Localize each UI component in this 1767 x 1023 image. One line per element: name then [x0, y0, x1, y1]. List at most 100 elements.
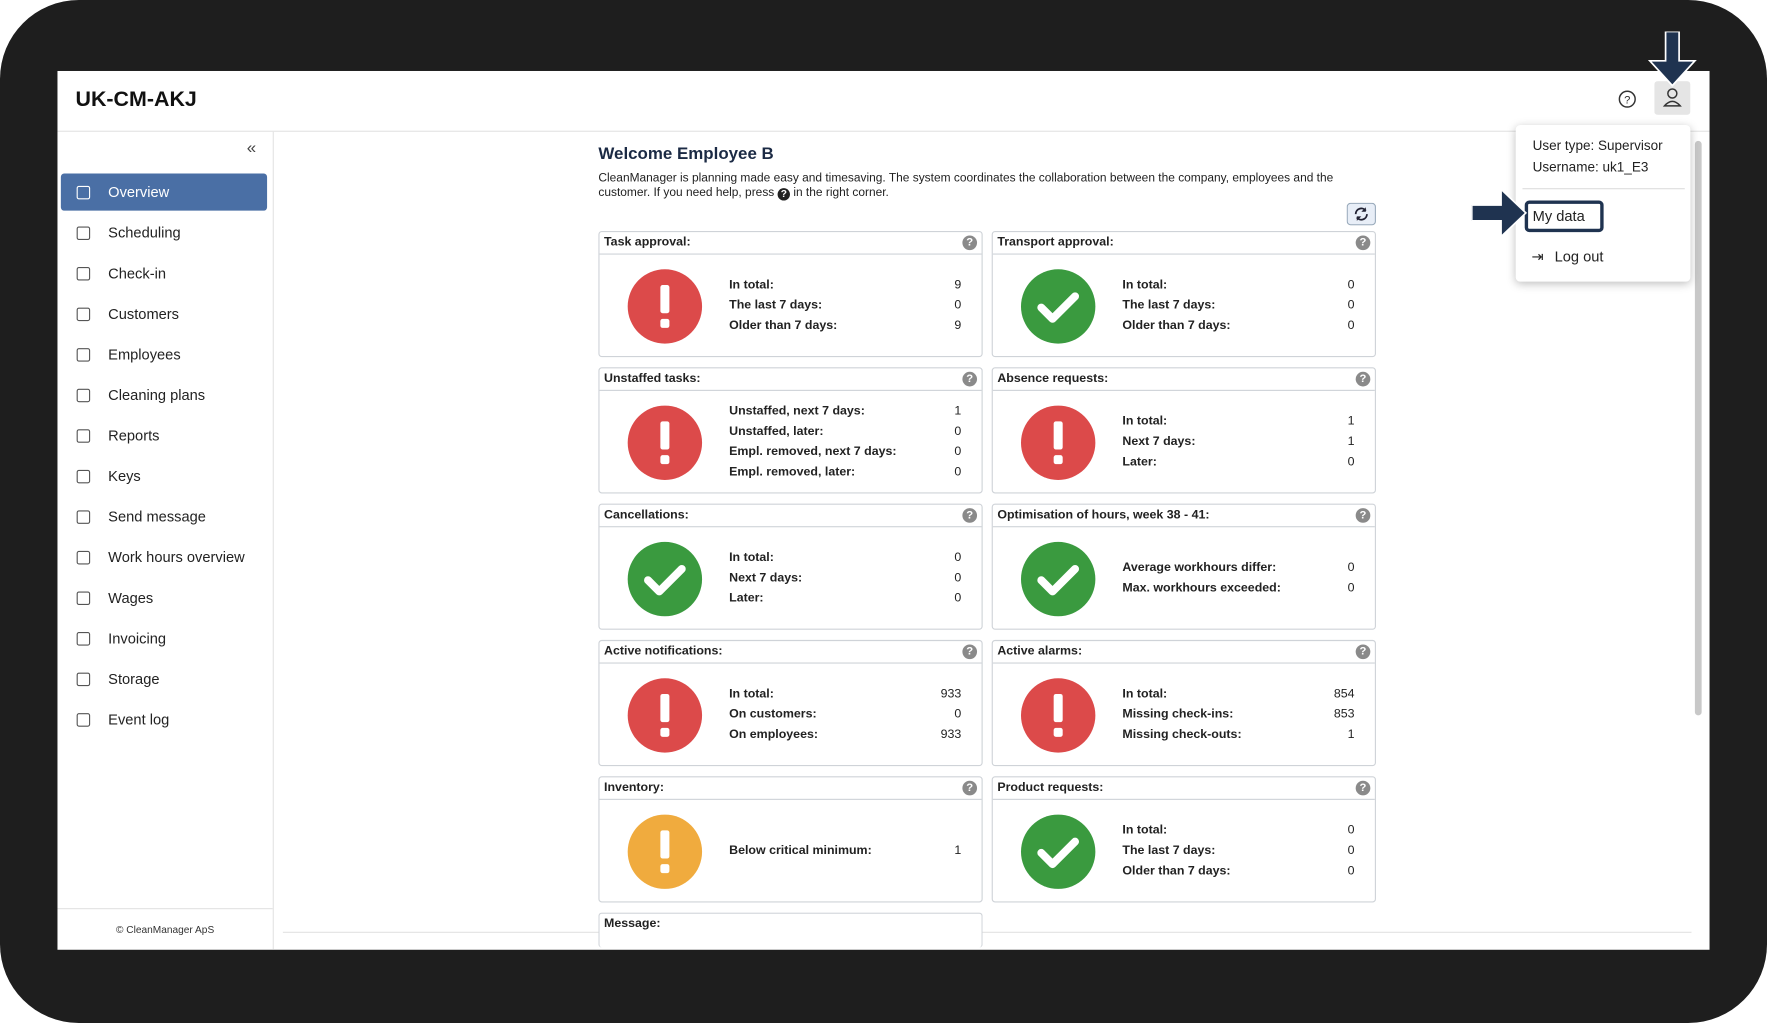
status-card: Active notifications:? In total: 933 On cus… — [598, 639, 983, 767]
nav-item[interactable]: Keys — [61, 457, 267, 494]
nav-icon — [76, 469, 91, 484]
log-out-link[interactable]: ⇥ Log out — [1531, 247, 1604, 265]
annotation-arrow — [1471, 187, 1528, 239]
stat-value: 0 — [1347, 843, 1355, 858]
stat-value: 0 — [1347, 318, 1355, 333]
status-card: Active alarms:? In total: 854 Missing check… — [991, 639, 1376, 767]
nav-label: Work hours overview — [108, 548, 245, 566]
help-icon[interactable]: ? — [1355, 371, 1371, 387]
nav-item[interactable]: Cleaning plans — [61, 376, 267, 413]
stat-row: Empl. removed, later: 0 — [729, 462, 961, 482]
nav-icon — [76, 226, 91, 240]
stat-row: Next 7 days: 0 — [729, 568, 961, 588]
nav-label: Check-in — [108, 264, 166, 282]
intro-text: in the right corner. — [793, 185, 889, 200]
card-title: Inventory: — [599, 777, 982, 800]
status-card: Task approval:? In total: 9 The last 7 days… — [598, 230, 983, 358]
status-icon — [1020, 678, 1096, 753]
nav-label: Employees — [108, 345, 181, 363]
refresh-button[interactable] — [1346, 202, 1376, 226]
nav-icon — [76, 632, 91, 646]
nav-item[interactable]: Event log — [61, 701, 267, 738]
stat-label: In total: — [729, 687, 774, 701]
stat-value: 0 — [954, 465, 962, 479]
stat-value: 853 — [1333, 707, 1355, 722]
status-icon — [627, 405, 703, 480]
nav-icon — [76, 388, 91, 403]
nav-icon — [76, 267, 91, 281]
divider — [1522, 188, 1685, 190]
status-icon — [627, 541, 703, 617]
nav-item[interactable]: Wages — [61, 579, 267, 616]
stat-value: 0 — [954, 445, 962, 459]
stat-row: Later: 0 — [729, 588, 961, 608]
card-title: Optimisation of hours, week 38 - 41: — [992, 505, 1375, 528]
stat-row: Average workhours differ: 0 — [1122, 558, 1354, 578]
stat-row: Missing check-ins: 853 — [1122, 704, 1354, 724]
help-icon[interactable]: ? — [962, 508, 978, 523]
stat-row: Empl. removed, next 7 days: 0 — [729, 442, 961, 462]
user-button[interactable] — [1654, 81, 1691, 115]
stat-row: Unstaffed, later: 0 — [729, 421, 961, 441]
nav-item[interactable]: Scheduling — [61, 214, 267, 251]
card-title: Product requests: — [992, 777, 1375, 800]
stat-label: Missing check-outs: — [1122, 727, 1242, 742]
stat-value: 0 — [954, 298, 962, 313]
status-icon — [1020, 269, 1096, 344]
annotation-arrow — [1647, 31, 1697, 87]
stat-value: 933 — [940, 727, 962, 742]
card-title: Message: — [604, 917, 661, 931]
top-bar: UK-CM-AKJ ? — [57, 71, 1710, 132]
help-icon[interactable]: ? — [1355, 508, 1371, 523]
nav-item[interactable]: Invoicing — [61, 620, 267, 657]
stat-label: In total: — [729, 550, 774, 565]
nav-label: Event log — [108, 710, 170, 728]
nav-label: Scheduling — [108, 224, 181, 242]
help-icon[interactable]: ? — [962, 644, 978, 660]
nav-label: Keys — [108, 467, 141, 485]
help-icon[interactable]: ? — [962, 780, 978, 796]
help-icon[interactable]: ? — [1355, 235, 1371, 251]
help-icon[interactable]: ? — [962, 235, 978, 251]
stat-label: Older than 7 days: — [1122, 318, 1231, 333]
stat-value: 0 — [1347, 581, 1355, 595]
status-icon — [1020, 541, 1096, 617]
nav-item[interactable]: Send message — [61, 498, 267, 535]
my-data-link[interactable]: My data — [1524, 200, 1604, 233]
user-dropdown: User type: Supervisor Username: uk1_E3 M… — [1515, 125, 1691, 282]
username: Username: uk1_E3 — [1532, 158, 1649, 175]
nav-item[interactable]: Employees — [61, 336, 267, 373]
nav-item[interactable]: Reports — [61, 417, 267, 454]
nav-item[interactable]: Overview — [60, 173, 268, 211]
stat-value: 1 — [1347, 434, 1355, 449]
status-icon — [1020, 814, 1096, 889]
log-out-label: Log out — [1554, 247, 1604, 265]
status-card: Unstaffed tasks:? Unstaffed, next 7 days:… — [598, 367, 983, 494]
help-icon[interactable]: ? — [962, 371, 978, 387]
stat-row: In total: 933 — [729, 684, 961, 704]
stat-label: Missing check-ins: — [1122, 707, 1234, 722]
stat-row: Older than 7 days: 0 — [1122, 315, 1354, 335]
collapse-button[interactable]: « — [246, 138, 257, 158]
stat-value: 1 — [954, 404, 962, 418]
nav-item[interactable]: Work hours overview — [61, 539, 267, 576]
card-title: Task approval: — [599, 232, 982, 255]
stat-row: The last 7 days: 0 — [729, 295, 961, 315]
nav-item[interactable]: Customers — [61, 295, 267, 332]
stat-label: Older than 7 days: — [1122, 864, 1231, 878]
stat-row: On employees: 933 — [729, 724, 961, 744]
nav-icon — [76, 348, 91, 362]
nav-item[interactable]: Storage — [61, 660, 267, 697]
stat-label: Below critical minimum: — [729, 843, 872, 858]
stat-value: 0 — [954, 707, 962, 722]
status-card: Cancellations:? In total: 0 Next 7 days: 0 La… — [598, 503, 983, 630]
help-icon[interactable]: ? — [1355, 644, 1371, 660]
help-icon[interactable]: ? — [1355, 780, 1371, 796]
stat-label: In total: — [1122, 823, 1168, 838]
stat-row: In total: 0 — [729, 548, 961, 568]
help-button[interactable]: ? — [1617, 89, 1637, 109]
stat-value: 0 — [1347, 278, 1355, 292]
nav-item[interactable]: Check-in — [61, 255, 267, 292]
app-title: UK-CM-AKJ — [75, 87, 197, 112]
